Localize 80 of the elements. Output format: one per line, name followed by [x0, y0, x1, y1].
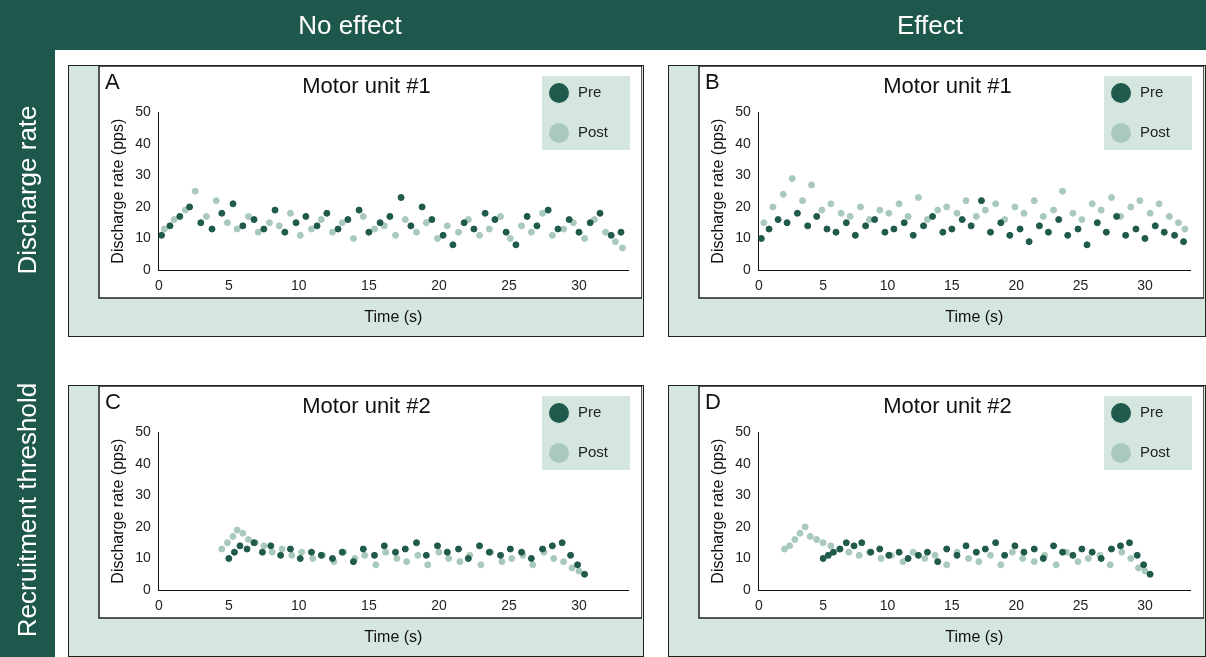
text: A: [105, 69, 120, 95]
legend-label: Pre: [1140, 83, 1164, 101]
x-axis-title: Time (s): [945, 307, 1004, 325]
x-tick-label: 0: [154, 277, 163, 294]
y-axis-title: Discharge rate (pps): [709, 118, 727, 264]
x-axis-title: Time (s): [364, 627, 423, 645]
x-tick-label: 20: [1008, 597, 1025, 614]
chart-title: Motor unit #1: [883, 73, 1012, 99]
x-tick-label: 0: [754, 277, 763, 294]
y-tick-label: 30: [135, 166, 151, 183]
legend-label: Post: [1140, 443, 1171, 461]
text: Recruitment threshold: [11, 382, 43, 638]
y-tick-label: 40: [735, 134, 751, 151]
x-tick-label: 25: [501, 277, 517, 294]
x-tick-label: 10: [879, 597, 896, 614]
legend-label: Post: [578, 123, 609, 141]
y-tick-label: 10: [135, 549, 151, 566]
y-axis-title: Discharge rate (pps): [109, 438, 127, 584]
y-axis-title: Discharge rate (pps): [109, 118, 127, 264]
y-tick-label: 0: [142, 260, 151, 277]
text: B: [705, 69, 720, 95]
x-tick-label: 0: [154, 597, 163, 614]
y-tick-label: 20: [735, 197, 751, 214]
y-tick-label: 10: [135, 229, 151, 246]
x-axis-title: Time (s): [364, 307, 423, 325]
y-tick-label: 50: [735, 423, 751, 440]
text: Effect: [896, 10, 964, 41]
y-tick-label: 40: [135, 454, 151, 471]
x-tick-label: 15: [944, 597, 960, 614]
y-tick-label: 30: [735, 486, 751, 503]
chart-title: Motor unit #2: [883, 393, 1012, 419]
x-tick-label: 30: [1137, 597, 1153, 614]
x-tick-label: 20: [431, 277, 447, 294]
y-tick-label: 20: [135, 197, 151, 214]
x-tick-label: 15: [361, 277, 377, 294]
x-tick-label: 30: [571, 277, 587, 294]
legend-label: Pre: [1140, 403, 1164, 421]
y-axis-title: Discharge rate (pps): [709, 438, 727, 584]
text: Discharge rate: [11, 105, 43, 275]
y-tick-label: 40: [135, 134, 151, 151]
legend-label: Pre: [578, 403, 602, 421]
x-tick-label: 5: [224, 597, 233, 614]
y-tick-label: 50: [735, 103, 751, 120]
y-tick-label: 20: [735, 517, 751, 534]
legend-label: Pre: [578, 83, 602, 101]
legend-label: Post: [578, 443, 609, 461]
x-tick-label: 5: [819, 277, 828, 294]
x-tick-label: 10: [879, 277, 896, 294]
x-tick-label: 10: [291, 597, 307, 614]
y-tick-label: 10: [735, 229, 751, 246]
x-tick-label: 15: [361, 597, 377, 614]
x-tick-label: 15: [944, 277, 960, 294]
x-tick-label: 10: [291, 277, 307, 294]
y-tick-label: 50: [135, 423, 151, 440]
x-tick-label: 5: [819, 597, 828, 614]
x-tick-label: 30: [571, 597, 587, 614]
y-tick-label: 30: [135, 486, 151, 503]
x-tick-label: 5: [224, 277, 233, 294]
y-tick-label: 40: [735, 454, 751, 471]
x-tick-label: 20: [431, 597, 447, 614]
x-tick-label: 25: [501, 597, 517, 614]
y-tick-label: 0: [142, 580, 151, 597]
x-axis-title: Time (s): [945, 627, 1004, 645]
x-tick-label: 20: [1008, 277, 1025, 294]
x-tick-label: 25: [1072, 597, 1089, 614]
x-tick-label: 0: [754, 597, 763, 614]
text: No effect: [297, 10, 403, 41]
text: D: [705, 389, 721, 415]
y-tick-label: 0: [742, 260, 751, 277]
y-tick-label: 0: [742, 580, 751, 597]
y-tick-label: 50: [135, 103, 151, 120]
text: C: [105, 389, 121, 415]
y-tick-label: 10: [735, 549, 751, 566]
x-tick-label: 25: [1072, 277, 1089, 294]
chart-title: Motor unit #2: [302, 393, 431, 419]
x-tick-label: 30: [1137, 277, 1153, 294]
y-tick-label: 30: [735, 166, 751, 183]
chart-title: Motor unit #1: [302, 73, 431, 99]
y-tick-label: 20: [135, 517, 151, 534]
legend-label: Post: [1140, 123, 1171, 141]
